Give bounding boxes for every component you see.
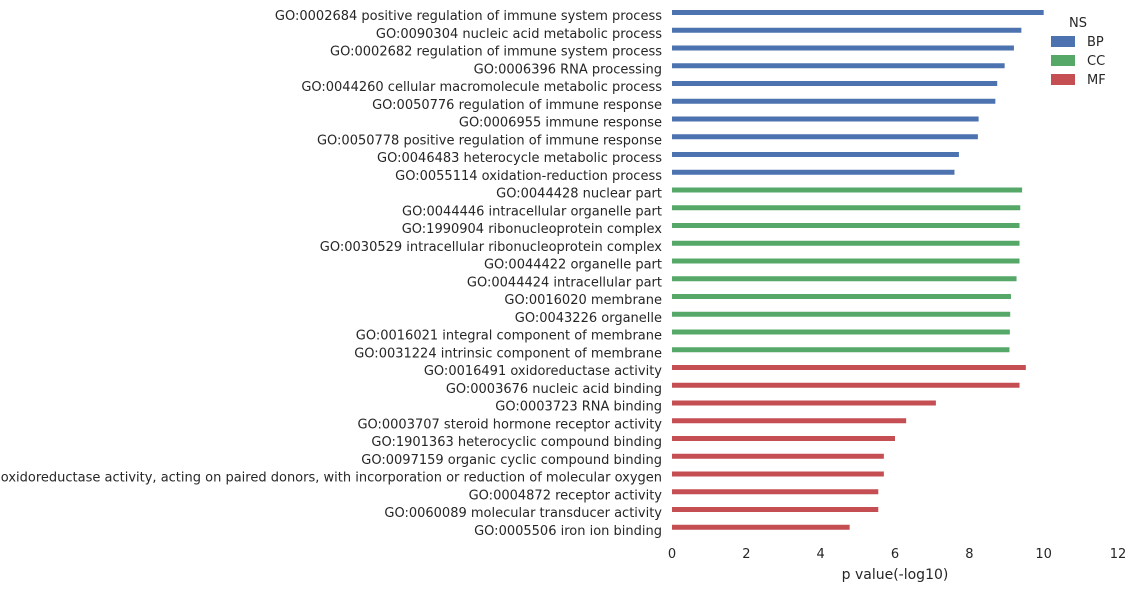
bar-mf xyxy=(672,365,1026,370)
category-label: GO:0005506 iron ion binding xyxy=(474,524,662,539)
bar-cc xyxy=(672,276,1017,282)
bar-cc xyxy=(672,205,1021,211)
legend-swatch-bp xyxy=(1051,36,1075,47)
x-axis: 0 2 4 6 8 10 12 xyxy=(668,547,1126,562)
category-label: GO:0044424 intracellular part xyxy=(467,275,662,290)
category-label: GO:0044260 cellular macromolecule metabo… xyxy=(301,80,662,95)
bar-mf xyxy=(672,436,895,441)
category-label: GO:0044446 intracellular organelle part xyxy=(402,204,662,219)
category-label: GO:1990904 ribonucleoprotein complex xyxy=(402,222,663,237)
bar-bp xyxy=(672,27,1022,33)
bar-mf xyxy=(672,418,907,424)
x-tick-label: 4 xyxy=(817,547,825,562)
category-label: GO:0003723 RNA binding xyxy=(495,400,662,415)
legend: NS BP CC MF xyxy=(1051,16,1106,88)
bar-bp xyxy=(672,152,959,157)
bar-mf xyxy=(672,400,936,406)
bar-cc xyxy=(672,187,1023,193)
category-labels: GO:0002684 positive regulation of immune… xyxy=(0,9,662,539)
x-tick-label: 0 xyxy=(668,547,676,562)
bar-cc xyxy=(672,258,1020,264)
bar-bp xyxy=(672,81,998,86)
category-label: GO:0031224 intrinsic component of membra… xyxy=(354,346,662,361)
x-axis-label: p value(-log10) xyxy=(842,567,949,583)
legend-label-bp: BP xyxy=(1087,35,1104,50)
category-label: GO:0002682 regulation of immune system p… xyxy=(330,45,662,60)
legend-swatch-cc xyxy=(1051,55,1075,66)
category-label: GO:0006396 RNA processing xyxy=(474,62,662,77)
bar-mf xyxy=(672,489,879,495)
bar-cc xyxy=(672,311,1011,317)
bar-bp xyxy=(672,169,955,175)
legend-label-mf: MF xyxy=(1087,73,1106,88)
category-label: GO:0044428 nuclear part xyxy=(496,187,662,202)
bar-bp xyxy=(672,10,1044,15)
legend-entries: BP CC MF xyxy=(1051,35,1106,88)
category-label: GO:0050778 positive regulation of immune… xyxy=(317,133,662,148)
bar-mf xyxy=(672,524,850,530)
category-label: GO:0016021 integral component of membran… xyxy=(356,329,662,344)
bar-bp xyxy=(672,45,1014,51)
category-label: GO:0044422 organelle part xyxy=(484,258,662,273)
bar-cc xyxy=(672,223,1020,228)
category-label: GO:0016491 oxidoreductase activity xyxy=(424,364,662,379)
category-label: GO:0003676 nucleic acid binding xyxy=(446,382,662,397)
x-tick-label: 8 xyxy=(965,547,973,562)
bar-bp xyxy=(672,63,1005,69)
category-label: GO:0055114 oxidation-reduction process xyxy=(395,169,662,184)
category-label: GO:0004872 receptor activity xyxy=(469,488,663,503)
category-label: GO:0003707 steroid hormone receptor acti… xyxy=(357,417,662,432)
bar-cc xyxy=(672,329,1010,335)
category-label: GO:0002684 positive regulation of immune… xyxy=(275,9,662,24)
bar-bp xyxy=(672,134,978,140)
legend-swatch-mf xyxy=(1051,74,1075,85)
category-label: GO:0016705 oxidoreductase activity, acti… xyxy=(0,471,662,486)
x-tick-label: 2 xyxy=(742,547,750,562)
bar-cc xyxy=(672,347,1010,353)
x-tick-label: 10 xyxy=(1035,547,1052,562)
category-label: GO:0043226 organelle xyxy=(515,311,662,326)
category-label: GO:0046483 heterocycle metabolic process xyxy=(377,151,662,166)
bar-cc xyxy=(672,240,1020,246)
bar-cc xyxy=(672,294,1011,299)
bar-bp xyxy=(672,116,979,122)
bar-bp xyxy=(672,98,996,104)
x-tick-label: 12 xyxy=(1110,547,1127,562)
bar-mf xyxy=(672,453,884,459)
bar-mf xyxy=(672,507,879,512)
legend-title: NS xyxy=(1069,16,1087,31)
category-label: GO:0090304 nucleic acid metabolic proces… xyxy=(376,27,662,42)
legend-label-cc: CC xyxy=(1087,54,1105,69)
category-label: GO:0050776 regulation of immune response xyxy=(372,98,662,113)
bars-group xyxy=(672,10,1044,530)
x-tick-label: 6 xyxy=(891,547,899,562)
category-label: GO:0016020 membrane xyxy=(504,293,662,308)
category-label: GO:0060089 molecular transducer activity xyxy=(384,506,662,521)
category-label: GO:0097159 organic cyclic compound bindi… xyxy=(361,453,662,468)
bar-mf xyxy=(672,471,884,477)
category-label: GO:0006955 immune response xyxy=(459,116,662,131)
bar-mf xyxy=(672,382,1020,388)
category-label: GO:1901363 heterocyclic compound binding xyxy=(371,435,662,450)
category-label: GO:0030529 intracellular ribonucleoprote… xyxy=(320,240,663,255)
